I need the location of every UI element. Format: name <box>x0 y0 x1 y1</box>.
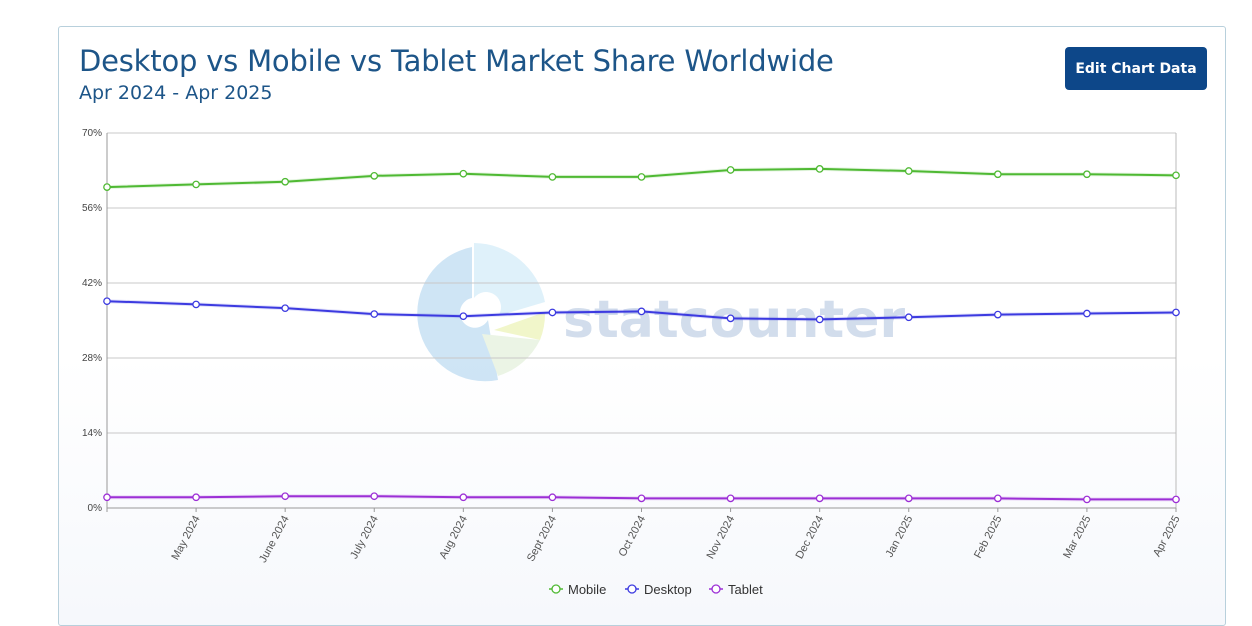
tablet-data-point[interactable] <box>281 492 290 501</box>
chart-card <box>58 26 1226 626</box>
y-tick-label: 14% <box>82 428 102 439</box>
x-tick-label: Sept 2024 <box>525 514 559 564</box>
x-tick-label: Apr 2025 <box>1151 514 1183 559</box>
chart-subtitle: Apr 2024 - Apr 2025 <box>79 82 273 104</box>
tablet-data-point[interactable] <box>1083 495 1091 504</box>
x-tick-label: Feb 2025 <box>972 514 1004 561</box>
desktop-data-point[interactable] <box>904 313 913 322</box>
y-tick-label: 56% <box>82 203 102 214</box>
desktop-data-point[interactable] <box>815 315 824 324</box>
legend-label: Tablet <box>728 582 763 597</box>
tablet-data-point[interactable] <box>548 493 557 502</box>
tablet-data-point[interactable] <box>993 494 1002 503</box>
mobile-data-point[interactable] <box>993 170 1002 179</box>
legend-item-desktop[interactable]: Desktop <box>625 582 692 597</box>
mobile-data-point[interactable] <box>815 165 824 173</box>
mobile-data-point[interactable] <box>548 173 557 181</box>
desktop-data-point[interactable] <box>1172 308 1180 317</box>
mobile-data-point[interactable] <box>726 166 735 174</box>
x-tick-label: June 2024 <box>257 514 292 565</box>
tablet-data-point[interactable] <box>904 494 913 503</box>
edit-chart-data-button[interactable]: Edit Chart Data <box>1065 47 1207 90</box>
x-tick-label: Aug 2024 <box>437 514 470 561</box>
mobile-data-point[interactable] <box>281 177 290 186</box>
desktop-data-point[interactable] <box>459 312 468 321</box>
tablet-data-point[interactable] <box>192 493 200 502</box>
x-tick-label: May 2024 <box>169 514 202 562</box>
legend-marker-point <box>627 584 637 594</box>
desktop-data-point[interactable] <box>370 310 379 318</box>
statcounter-watermark: statcounter <box>417 243 905 382</box>
legend-marker-point <box>711 584 721 594</box>
tablet-data-point[interactable] <box>637 494 646 503</box>
tablet-data-point[interactable] <box>459 493 468 502</box>
mobile-data-point[interactable] <box>103 183 111 191</box>
desktop-data-point[interactable] <box>637 307 646 316</box>
desktop-data-point[interactable] <box>726 314 735 323</box>
y-tick-label: 28% <box>82 353 102 364</box>
x-tick-label: Nov 2024 <box>705 514 738 561</box>
desktop-data-point[interactable] <box>548 308 557 317</box>
x-tick-label: Oct 2024 <box>617 514 649 559</box>
y-tick-label: 42% <box>82 278 102 289</box>
x-tick-label: Dec 2024 <box>794 514 827 561</box>
mobile-data-point[interactable] <box>459 169 468 178</box>
desktop-data-point[interactable] <box>993 310 1002 319</box>
desktop-data-point[interactable] <box>281 304 290 313</box>
x-tick-label: Mar 2025 <box>1061 514 1093 561</box>
mobile-data-point[interactable] <box>192 180 200 189</box>
legend-item-mobile[interactable]: Mobile <box>549 582 606 597</box>
y-tick-label: 70% <box>82 128 102 139</box>
desktop-data-point[interactable] <box>103 297 111 306</box>
mobile-data-point[interactable] <box>637 173 646 181</box>
tablet-data-point[interactable] <box>370 492 379 501</box>
tablet-data-point[interactable] <box>726 494 735 503</box>
mobile-data-point[interactable] <box>1172 171 1180 180</box>
legend-label: Mobile <box>568 582 606 597</box>
desktop-data-point[interactable] <box>1083 309 1091 318</box>
desktop-data-point[interactable] <box>192 300 200 309</box>
mobile-data-point[interactable] <box>370 172 379 180</box>
legend-label: Desktop <box>644 582 692 597</box>
y-tick-label: 0% <box>88 503 103 514</box>
watermark-text: statcounter <box>563 290 905 350</box>
legend-marker-point <box>551 584 561 594</box>
tablet-data-point[interactable] <box>1172 495 1180 504</box>
x-tick-label: July 2024 <box>348 514 381 561</box>
legend-item-tablet[interactable]: Tablet <box>709 582 763 597</box>
mobile-data-point[interactable] <box>904 167 913 175</box>
tablet-data-point[interactable] <box>815 494 824 503</box>
statcounter-logo-icon <box>417 243 546 382</box>
mobile-data-point[interactable] <box>1083 170 1091 179</box>
tablet-data-point[interactable] <box>103 493 111 502</box>
chart-title: Desktop vs Mobile vs Tablet Market Share… <box>79 44 834 78</box>
x-tick-label: Jan 2025 <box>884 514 916 560</box>
